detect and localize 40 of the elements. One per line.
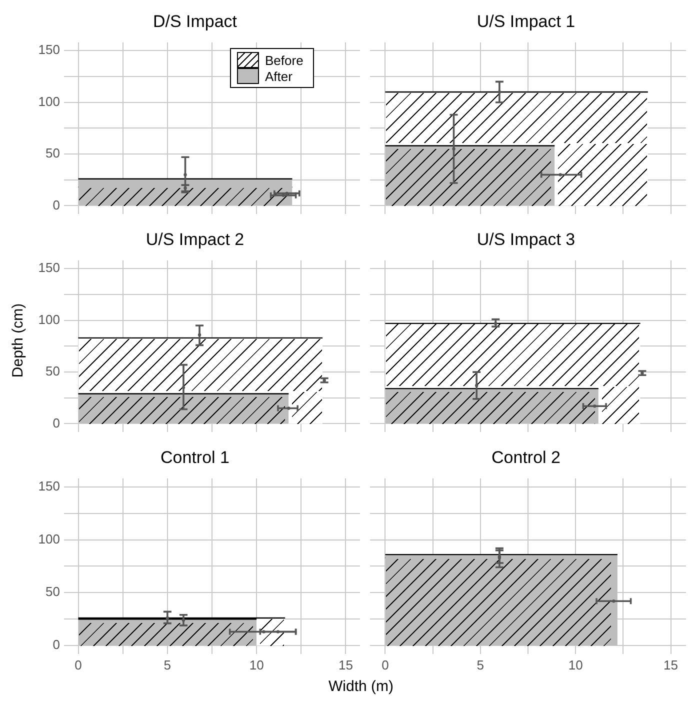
point xyxy=(640,371,644,375)
point xyxy=(593,404,596,408)
x-tick-label: 5 xyxy=(476,657,484,672)
point xyxy=(182,386,186,390)
y-tick-label: 50 xyxy=(46,584,60,600)
x-tick-label: 0 xyxy=(382,657,389,672)
legend-label: After xyxy=(265,68,292,84)
y-axis-title: Depth (cm) xyxy=(10,302,26,380)
y-tick-label: 150 xyxy=(38,42,60,58)
point xyxy=(282,194,285,197)
point xyxy=(322,378,326,382)
chart-title: Control 2 xyxy=(492,448,560,467)
y-tick-label: 100 xyxy=(38,531,60,546)
x-tick-label: 15 xyxy=(664,657,678,672)
y-tick-label: 50 xyxy=(46,364,60,379)
x-tick-label: 0 xyxy=(74,657,82,672)
y-tick-label: 100 xyxy=(38,94,60,109)
point xyxy=(475,384,478,388)
legend-label: Before xyxy=(265,52,304,68)
y-tick-label: 150 xyxy=(38,478,60,494)
chart-title: D/S Impact xyxy=(152,12,238,31)
y-tick-label: 0 xyxy=(52,197,60,212)
chart-title: U/S Impact 2 xyxy=(146,230,244,249)
x-tick-label: 15 xyxy=(338,657,353,672)
chart-title: U/S Impact 3 xyxy=(476,230,576,249)
chart-title: Control 1 xyxy=(160,448,230,467)
point xyxy=(184,173,187,176)
x-axis-title: Width (m) xyxy=(328,678,394,695)
chart-title: U/S Impact 1 xyxy=(476,12,576,31)
y-tick-label: 100 xyxy=(38,312,60,327)
y-tick-label: 0 xyxy=(52,637,60,652)
x-tick-label: 10 xyxy=(249,657,264,672)
point xyxy=(285,192,288,195)
x-tick-label: 5 xyxy=(164,657,172,672)
point xyxy=(287,406,290,410)
y-tick-label: 50 xyxy=(46,146,60,161)
x-tick-label: 10 xyxy=(568,657,583,672)
y-tick-label: 150 xyxy=(38,260,60,276)
y-tick-label: 0 xyxy=(52,415,60,430)
point xyxy=(198,333,202,336)
